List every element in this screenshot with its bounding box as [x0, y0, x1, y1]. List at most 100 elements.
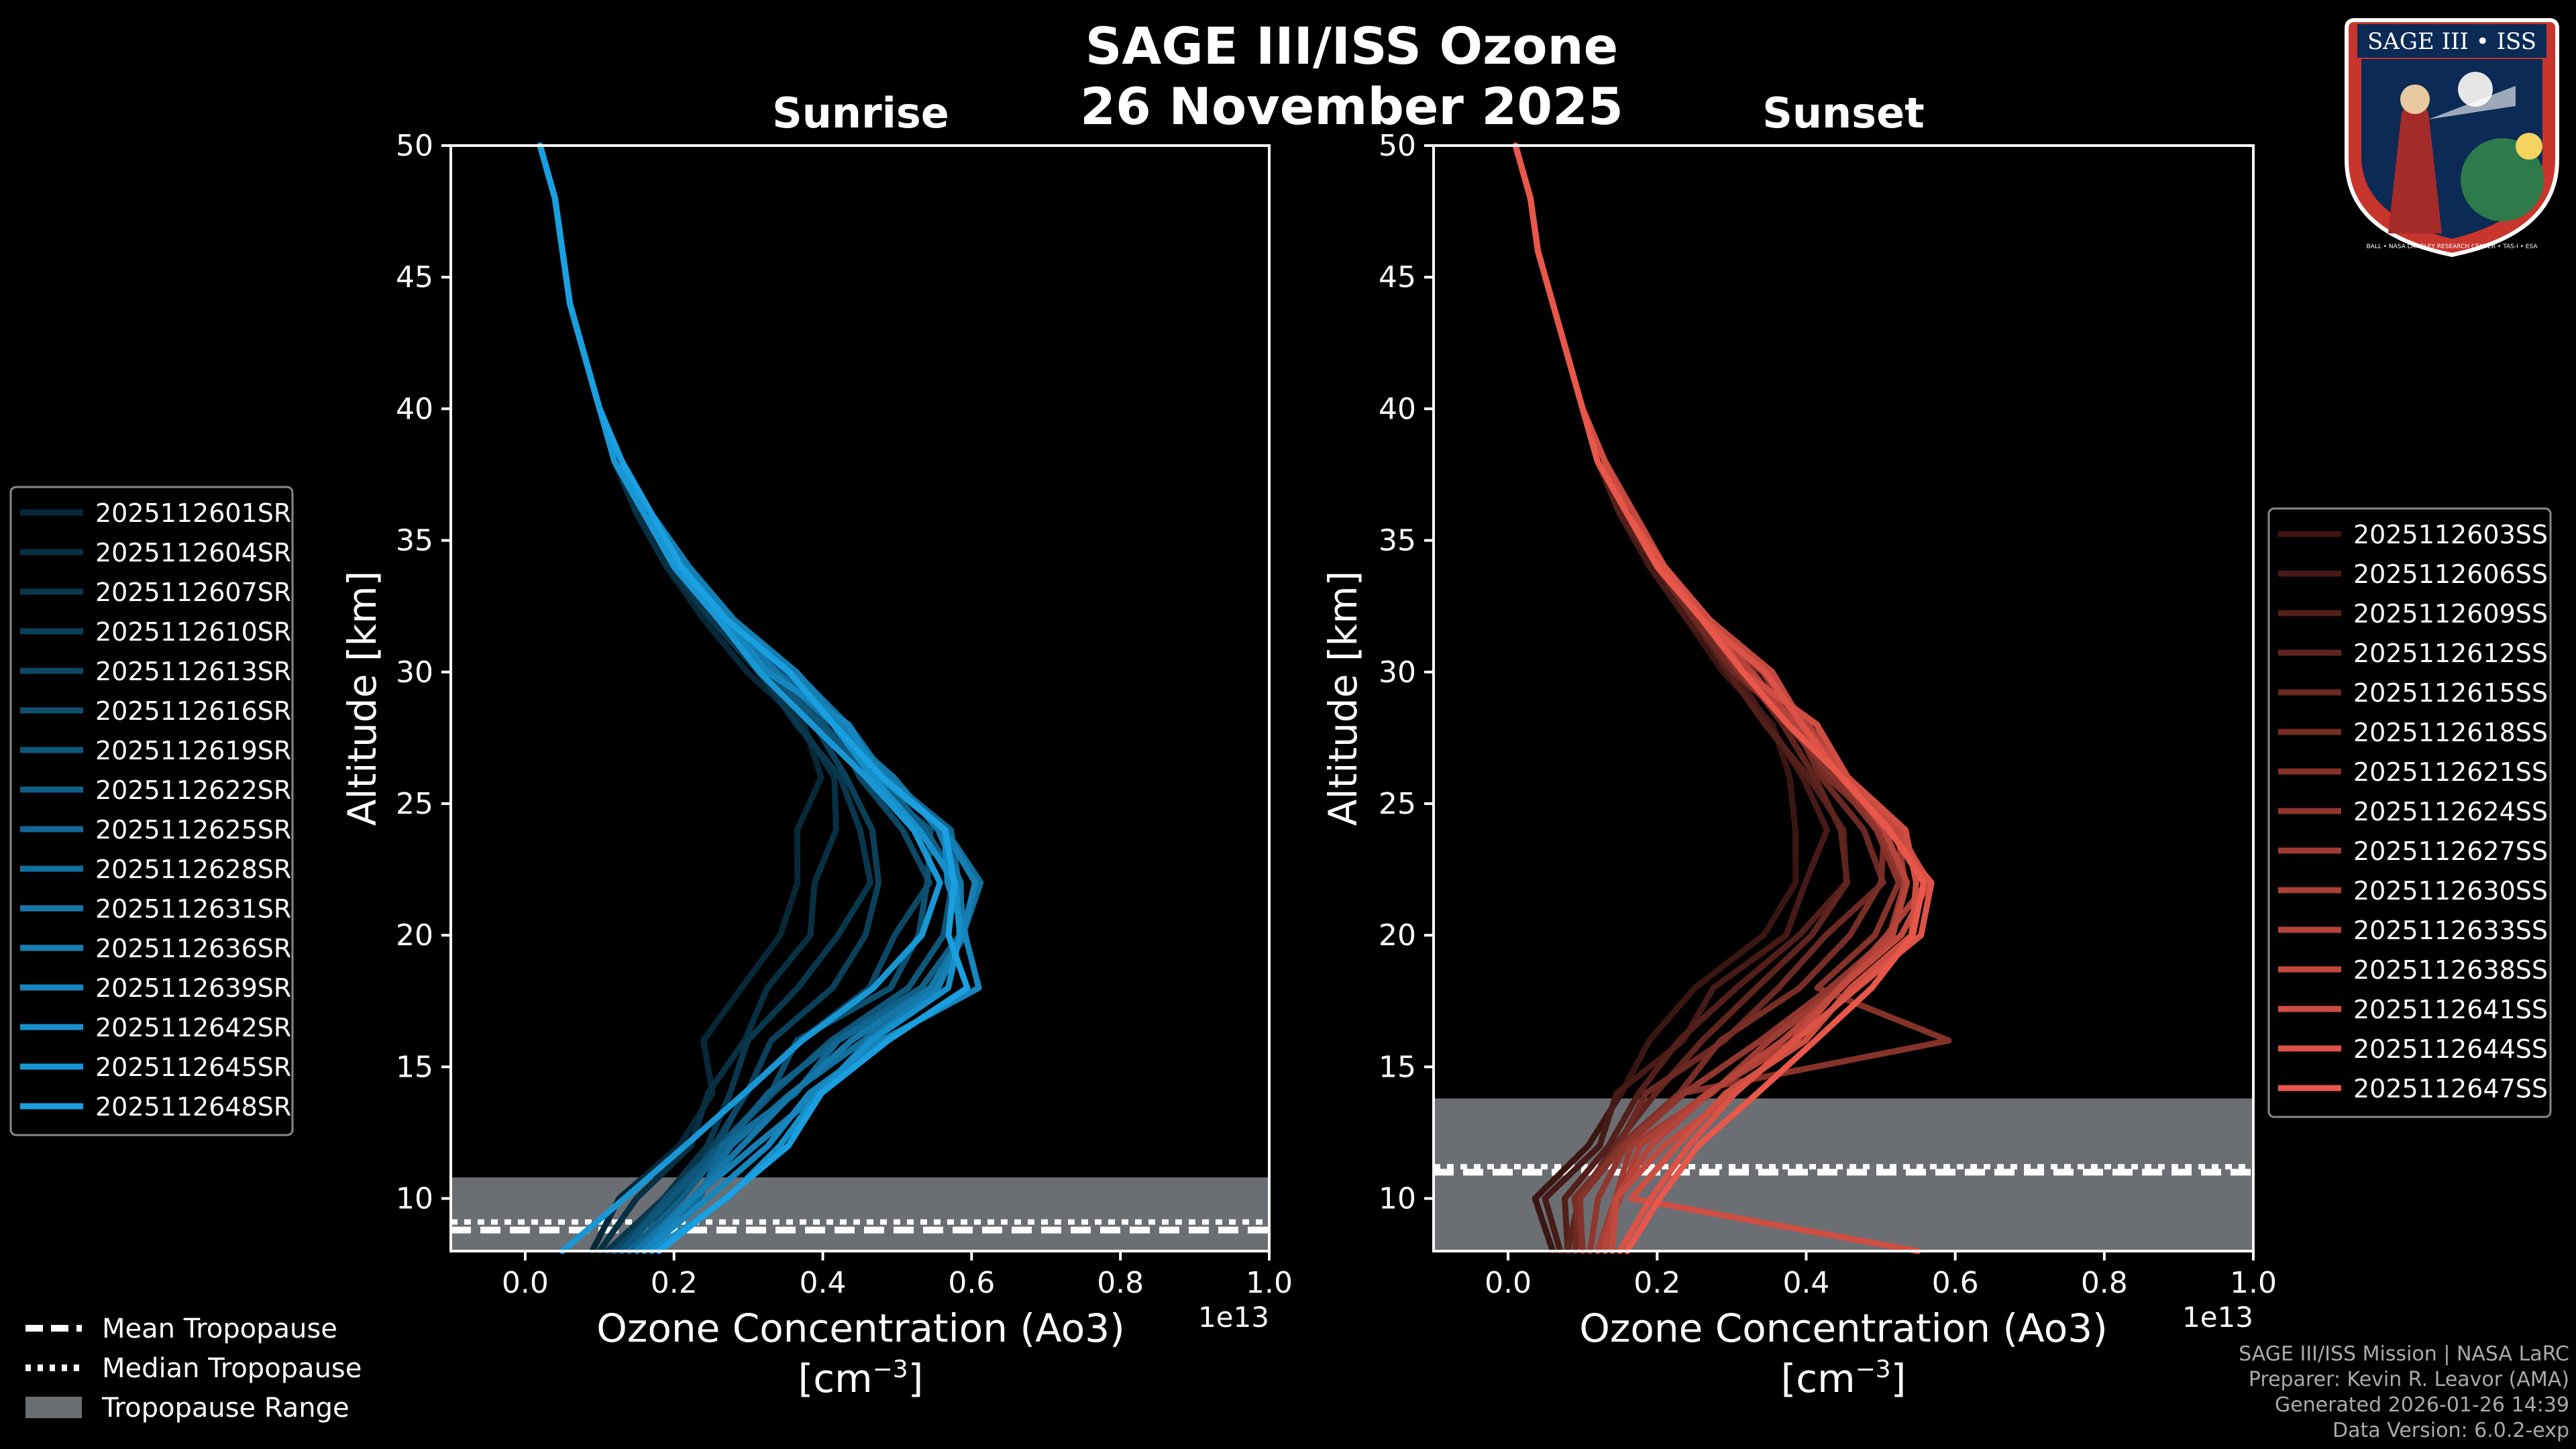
sunset-subplot-title: Sunset — [1762, 89, 1925, 138]
sunrise-ytick-label: 25 — [396, 787, 433, 821]
sunrise-tropopause-range — [451, 1177, 1269, 1251]
legend-label: 2025112609SS — [2353, 599, 2548, 629]
legend-label: 2025112612SS — [2353, 639, 2548, 668]
mission-patch-icon: SAGE III • ISS BALL • NASA LANGLEY RESEA… — [2345, 18, 2559, 258]
patch-moon — [2458, 72, 2493, 107]
figure-title-line2: 26 November 2025 — [1080, 76, 1623, 136]
sunset-ytick-label: 25 — [1379, 787, 1416, 821]
profile-2025112647SS — [1512, 142, 1927, 1254]
legend-label: 2025112607SR — [95, 578, 291, 607]
tropo-legend-label: Median Tropopause — [102, 1353, 362, 1384]
sunset-xunits-base: [cm — [1781, 1356, 1856, 1401]
sunrise-ytick-label: 40 — [396, 392, 433, 426]
legend-label: 2025112631SR — [95, 894, 291, 924]
patch-banner-text: SAGE III • ISS — [2367, 28, 2536, 55]
sunrise-xtick-label: 1.0 — [1246, 1266, 1293, 1300]
legend-label: 2025112610SR — [95, 617, 291, 647]
legend-label: 2025112630SS — [2353, 876, 2548, 906]
sunset-xunits: [cm−3] — [1781, 1356, 1907, 1401]
legend-label: 2025112638SS — [2353, 955, 2548, 985]
sunset-xunits-end: ] — [1891, 1356, 1907, 1401]
legend-label: 2025112616SR — [95, 696, 291, 726]
sunset-xtick-label: 0.8 — [2081, 1266, 2128, 1300]
tropo-legend-label: Mean Tropopause — [102, 1313, 337, 1344]
footer-line-version: Data Version: 6.0.2-exp — [2332, 1419, 2569, 1442]
sunset-profiles — [1512, 142, 1952, 1254]
sunset-axes-frame — [1432, 144, 2255, 1252]
sunrise-xlabel: Ozone Concentration (Ao3) — [596, 1305, 1125, 1351]
profile-2025112612SS — [1512, 142, 1851, 1254]
patch-sun — [2516, 133, 2542, 160]
legend-label: 2025112628SR — [95, 855, 291, 884]
legend-label: 2025112645SR — [95, 1053, 291, 1082]
sunset-xunits-exp: −3 — [1856, 1356, 1891, 1383]
legend-label: 2025112639SR — [95, 973, 291, 1003]
sunrise-axes-frame — [449, 144, 1271, 1252]
legend-label: 2025112621SS — [2353, 757, 2548, 787]
sunset-ytick-label: 35 — [1379, 524, 1416, 558]
legend-label: 2025112601SR — [95, 498, 291, 528]
sunrise-xtick-label: 0.2 — [651, 1266, 698, 1300]
sunset-xtick-label: 0.0 — [1485, 1266, 1532, 1300]
profile-2025112648SR — [537, 142, 971, 1254]
sunset-legend: 2025112603SS 2025112606SS 2025112609SS 2025… — [2267, 507, 2552, 1118]
legend-label: 2025112625SR — [95, 815, 291, 845]
sunrise-ytick-label: 20 — [396, 918, 433, 953]
legend-label: 2025112641SS — [2353, 995, 2548, 1024]
sunset-ytick-label: 50 — [1379, 129, 1416, 163]
legend-range-swatch — [25, 1397, 82, 1418]
profile-2025112645SR — [537, 142, 943, 1254]
profile-2025112609SS — [1512, 142, 1850, 1254]
legend-label: 2025112633SS — [2353, 916, 2548, 945]
sunset-ytick-label: 45 — [1379, 260, 1416, 294]
legend-label: 2025112648SR — [95, 1092, 291, 1122]
sunrise-tropopause-layer — [451, 1177, 1269, 1251]
sunrise-panel: Sunrise 0.0 0.2 0.4 0.6 0.8 1.0 10 15 20 25 30 35 40… — [339, 89, 1293, 1401]
legend-label: 2025112603SS — [2353, 520, 2548, 549]
sunrise-ticks: 0.0 0.2 0.4 0.6 0.8 1.0 10 15 20 25 30 35 40 45 50 — [396, 129, 1293, 1300]
sunset-xtick-label: 0.4 — [1782, 1266, 1829, 1300]
sunrise-ytick-label: 50 — [396, 129, 433, 163]
sunset-ytick-label: 20 — [1379, 918, 1416, 953]
sunrise-xtick-label: 0.0 — [502, 1266, 549, 1300]
profile-2025112639SR — [537, 142, 982, 1254]
profile-2025112621SS — [1512, 142, 1952, 1254]
sunrise-xunits: [cm−3] — [798, 1356, 924, 1401]
legend-label: 2025112627SS — [2353, 837, 2548, 866]
patch-banner — [2357, 24, 2546, 58]
legend-label: 2025112619SR — [95, 736, 291, 765]
legend-label: 2025112644SS — [2353, 1034, 2548, 1064]
sunrise-ytick-label: 10 — [396, 1182, 433, 1216]
sunset-xtick-label: 0.2 — [1633, 1266, 1680, 1300]
sunrise-xunits-end: ] — [908, 1356, 924, 1401]
footer-line-mission: SAGE III/ISS Mission | NASA LaRC — [2239, 1342, 2569, 1366]
legend-box — [9, 486, 294, 1136]
sunrise-xtick-label: 0.6 — [948, 1266, 995, 1300]
sunset-panel: Sunset 0.0 0.2 0.4 0.6 0.8 1.0 10 15 20 25 30 35 40 4… — [1320, 89, 2277, 1401]
sunset-xtick-label: 0.6 — [1932, 1266, 1979, 1300]
legend-label: 2025112636SR — [95, 934, 291, 963]
sunrise-ytick-label: 15 — [396, 1050, 433, 1084]
legend-label: 2025112642SR — [95, 1013, 291, 1042]
legend-label: 2025112622SR — [95, 775, 291, 805]
tropopause-legend: Mean Tropopause Median Tropopause Tropopau… — [25, 1313, 362, 1424]
sunset-ytick-label: 30 — [1379, 655, 1416, 690]
footer-line-generated: Generated 2026-01-26 14:39 — [2274, 1393, 2569, 1417]
footer-credits: SAGE III/ISS Mission | NASA LaRC Prepare… — [2239, 1342, 2569, 1444]
sunrise-ytick-label: 45 — [396, 260, 433, 294]
profile-2025112628SR — [537, 142, 984, 1254]
sunrise-ytick-label: 35 — [396, 524, 433, 558]
patch-earth — [2461, 138, 2544, 221]
legend-label: 2025112606SS — [2353, 559, 2548, 589]
figure-title-line1: SAGE III/ISS Ozone — [1085, 16, 1618, 76]
legend-label: 2025112613SR — [95, 657, 291, 686]
patch-beam — [2428, 86, 2516, 119]
legend-box — [2267, 507, 2552, 1118]
patch-figure-head — [2400, 85, 2430, 114]
sunrise-offset-label: 1e13 — [1198, 1301, 1269, 1334]
sunset-ytick-label: 40 — [1379, 392, 1416, 426]
legend-label: 2025112618SS — [2353, 718, 2548, 747]
sunset-xtick-label: 1.0 — [2230, 1266, 2277, 1300]
footer-line-preparer: Preparer: Kevin R. Leavor (AMA) — [2248, 1368, 2569, 1391]
